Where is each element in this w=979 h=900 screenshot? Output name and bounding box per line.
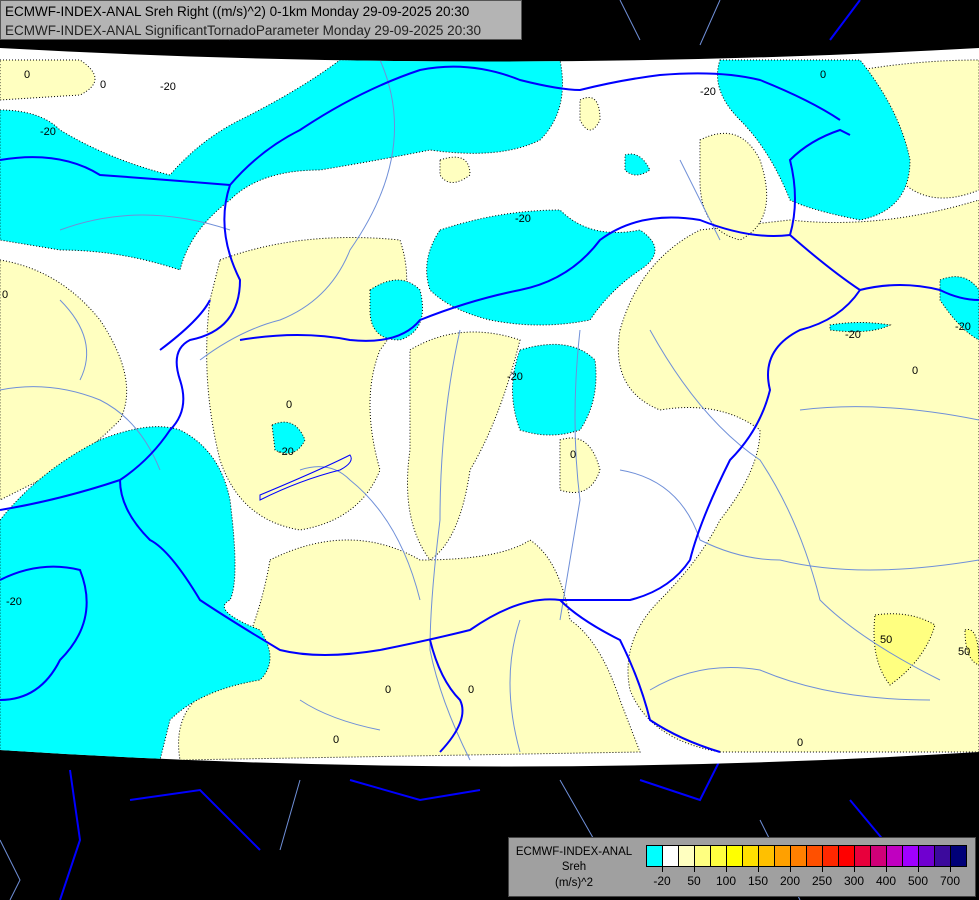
contour-label: -20: [6, 596, 22, 608]
contour-label: 0: [24, 69, 30, 81]
contour-label: -20: [160, 81, 176, 93]
legend-tick: [726, 867, 727, 872]
contour-label: 0: [912, 365, 918, 377]
legend-tick: [662, 867, 663, 872]
legend-tick: [758, 867, 759, 872]
legend-tick-label: 700: [939, 874, 961, 888]
legend-variable: Sreh: [561, 861, 587, 873]
legend-swatches: [646, 845, 967, 867]
legend-tick-label: 100: [715, 874, 737, 888]
legend-swatch: [807, 846, 823, 866]
legend-unit: (m/s)^2: [555, 877, 593, 889]
legend-tick-label: 300: [843, 874, 865, 888]
contour-label: -20: [40, 126, 56, 138]
legend-tick-label: -20: [653, 874, 671, 888]
contour-label: 0: [100, 79, 106, 91]
lake-balaton: [259, 454, 352, 501]
contour-label: -20: [515, 213, 531, 225]
contour-label: -20: [700, 86, 716, 98]
contour-label: 0: [286, 399, 292, 411]
title-line-1: ECMWF-INDEX-ANAL Sreh Right ((m/s)^2) 0-…: [5, 4, 470, 19]
country-borders: [0, 65, 979, 753]
legend-swatch: [871, 846, 887, 866]
legend-swatch: [647, 846, 663, 866]
legend-swatch: [951, 846, 966, 866]
legend-tick: [790, 867, 791, 872]
legend-swatch: [775, 846, 791, 866]
contour-label: 0: [468, 684, 474, 696]
contour-label: 0: [570, 449, 576, 461]
rivers: [0, 59, 979, 761]
legend-tick: [918, 867, 919, 872]
contour-label: 0: [2, 289, 8, 301]
contour-label: 0: [820, 69, 826, 81]
contour-label: 0: [333, 734, 339, 746]
legend-tick-label: 250: [811, 874, 833, 888]
legend-swatch: [759, 846, 775, 866]
legend-tick: [886, 867, 887, 872]
legend-swatch: [727, 846, 743, 866]
legend-swatch: [823, 846, 839, 866]
legend-swatch: [903, 846, 919, 866]
color-legend: ECMWF-INDEX-ANAL Sreh (m/s)^2 -20 50 100 15…: [508, 837, 976, 897]
legend-swatch: [743, 846, 759, 866]
legend-tick-label: 50: [687, 874, 701, 888]
sreh-50-100-areas: [873, 613, 979, 686]
contour-label: 50: [880, 634, 892, 646]
legend-swatch: [855, 846, 871, 866]
legend-swatch: [887, 846, 903, 866]
legend-swatch: [679, 846, 695, 866]
legend-tick: [822, 867, 823, 872]
legend-tick: [950, 867, 951, 872]
contour-label: -20: [845, 329, 861, 341]
title-line-2: ECMWF-INDEX-ANAL SignificantTornadoParam…: [5, 23, 481, 38]
contour-label: 50: [958, 646, 970, 658]
legend-tick: [694, 867, 695, 872]
contour-label: 0: [385, 684, 391, 696]
legend-swatch: [935, 846, 951, 866]
legend-tick-label: 500: [907, 874, 929, 888]
legend-swatch: [791, 846, 807, 866]
contour-label: -20: [955, 321, 971, 333]
contour-labels: 0 0 -20 -20 -20 -20 0 0 -20 -20 -20 0 0 …: [2, 69, 971, 749]
legend-swatch: [711, 846, 727, 866]
map-title-box: ECMWF-INDEX-ANAL Sreh Right ((m/s)^2) 0-…: [0, 0, 522, 40]
legend-swatch: [695, 846, 711, 866]
legend-model: ECMWF-INDEX-ANAL: [515, 846, 633, 858]
legend-tick-label: 400: [875, 874, 897, 888]
sreh-0-50-areas: [0, 59, 979, 761]
legend-tick-label: 200: [779, 874, 801, 888]
legend-swatch: [919, 846, 935, 866]
contour-label: -20: [507, 371, 523, 383]
contour-label: 0: [797, 737, 803, 749]
legend-swatch: [839, 846, 855, 866]
legend-tick: [854, 867, 855, 872]
legend-swatch: [663, 846, 679, 866]
contour-label: -20: [278, 446, 294, 458]
legend-tick-label: 150: [747, 874, 769, 888]
